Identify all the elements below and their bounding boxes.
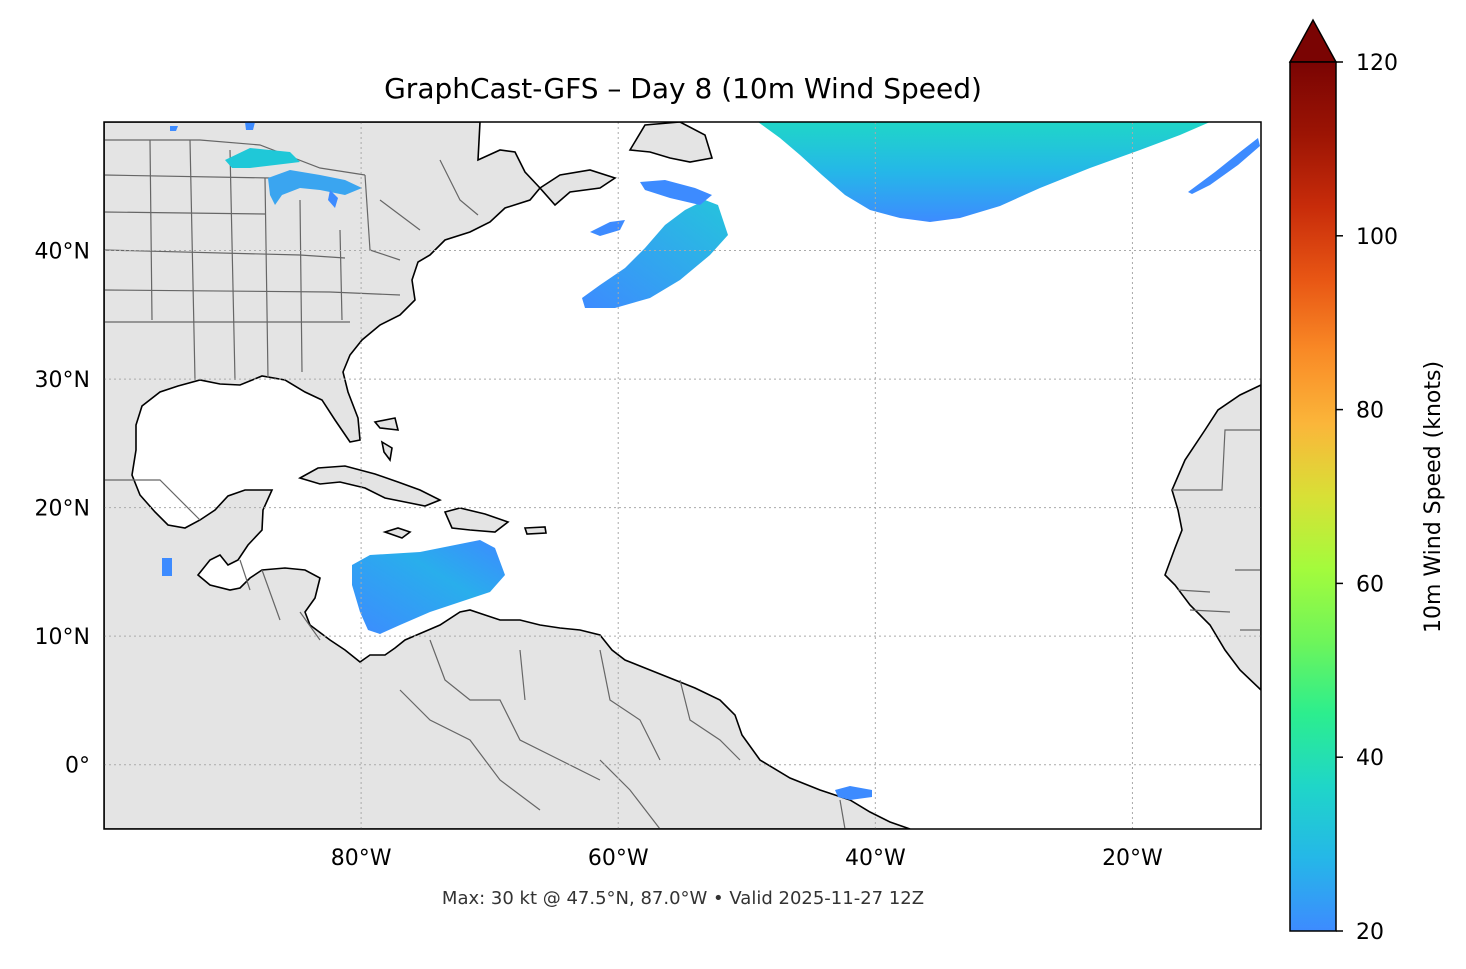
map-frame [103, 121, 1262, 830]
lon-tick-labels: 80°W 60°W 40°W 20°W [331, 846, 1163, 871]
island-hispaniola [443, 507, 510, 533]
lon-tick-label: 60°W [588, 846, 649, 871]
wind-region-caribbean-jet [352, 540, 505, 634]
wind-region-northeast-streak [1188, 138, 1260, 194]
colorbar-ticks: 120 100 80 60 40 20 [1336, 51, 1398, 945]
landmass-newfoundland [628, 122, 714, 163]
colorbar-extend-arrow [1288, 18, 1338, 63]
wind-region-great-lakes [225, 148, 300, 168]
colorbar-tick-label: 60 [1356, 572, 1384, 597]
wind-region-north-atlantic-jet [758, 122, 1210, 222]
colorbar: 120 100 80 60 40 20 10m Wind Speed (knots) [1288, 18, 1446, 945]
lat-tick-label: 20°N [35, 497, 90, 522]
wind-region-tiny-streak [590, 220, 625, 236]
wind-region-small-streak [640, 180, 712, 205]
lon-tick-label: 40°W [845, 846, 906, 871]
wind-region-pacific-coast [162, 558, 172, 576]
lat-tick-labels: 40°N 30°N 20°N 10°N 0° [35, 240, 90, 779]
lat-tick-label: 30°N [35, 368, 90, 393]
colorbar-tick-label: 100 [1356, 225, 1398, 250]
political-borders [104, 139, 1261, 829]
colorbar-tick-label: 80 [1356, 399, 1384, 424]
wind-field [162, 122, 1260, 800]
colorbar-tick-label: 20 [1356, 920, 1384, 945]
lat-tick-label: 10°N [35, 625, 90, 650]
island-cuba [297, 465, 442, 507]
landmass-north-america [104, 122, 911, 829]
map-panel [104, 122, 1261, 829]
island-bahamas [373, 417, 400, 462]
island-puerto-rico [523, 526, 547, 535]
map-title: GraphCast-GFS – Day 8 (10m Wind Speed) [384, 72, 982, 105]
lon-tick-label: 20°W [1102, 846, 1163, 871]
lat-tick-label: 40°N [35, 240, 90, 265]
wind-region-great-lakes-michigan [268, 170, 362, 205]
wind-region-newfoundland-streak [582, 200, 728, 308]
colorbar-bar [1289, 61, 1337, 932]
colorbar-tick-label: 40 [1356, 746, 1384, 771]
lon-tick-label: 80°W [331, 846, 392, 871]
landmass-nova-scotia [538, 169, 617, 207]
colorbar-tick-label: 120 [1356, 51, 1398, 76]
footer-info: Max: 30 kt @ 47.5°N, 87.0°W • Valid 2025… [442, 888, 924, 909]
island-jamaica [382, 527, 412, 539]
colorbar-label: 10m Wind Speed (knots) [1421, 361, 1446, 633]
landmass-africa [1164, 384, 1261, 692]
lat-tick-label: 0° [65, 754, 90, 779]
wind-region-brazil-coast [835, 786, 872, 800]
